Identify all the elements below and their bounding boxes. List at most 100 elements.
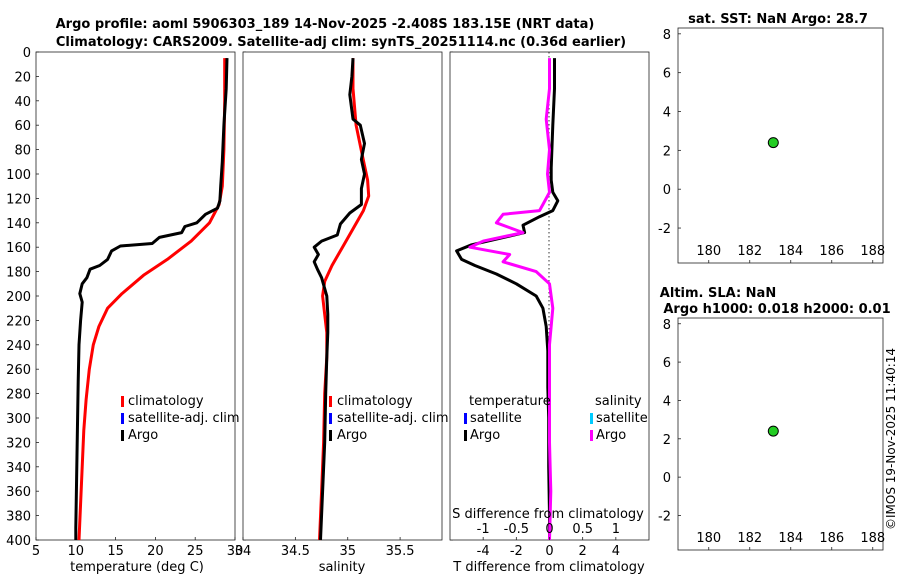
temperature-xlabel: temperature (deg C) [70,560,204,575]
series-line-argo [74,58,229,540]
depth-tick-label: 80 [14,144,31,159]
sst-title: sat. SST: NaN Argo: 28.7 [688,12,868,27]
depth-tick-label: 240 [6,339,31,354]
difference-legend: temperature salinity satellite Argo sate… [464,394,648,443]
temperature-axes-box [35,51,236,541]
sla-title: Altim. SLA: NaN [660,286,776,301]
series-line-s-argo-clim [468,58,555,541]
data-point-marker [767,137,779,149]
sla-panel: Altim. SLA: NaN Argo h1000: 0.018 h2000:… [658,286,891,551]
depth-tick-label: 0 [23,46,31,61]
data-point-marker [767,425,779,437]
x-tick-label: 10 [68,544,85,559]
depth-tick-labels: 0 20 40 60 80 100 120 140 160 180 200 220 240 260 280 3… [6,46,453,549]
depth-tick-label: 260 [6,363,31,378]
x-tick-label: 182 [737,531,762,546]
y-tick-label: 4 [663,106,671,121]
x-tick-label: 35 [339,544,356,559]
salinity-axes-box [242,51,443,541]
s-diff-xlabel: S difference from climatology [452,507,644,522]
y-tick-label: 8 [663,318,671,333]
depth-tick-label: 60 [14,119,31,134]
difference-panel: -4 -2 0 2 4 -1 -0.5 0 0.5 1 S difference from cl… [449,51,650,575]
s-diff-tick-label: -1 [477,522,490,537]
legend-label-climatology: climatology [337,394,413,409]
x-tick-label: 180 [696,244,721,259]
sla-x-tick-labels: 180 182 184 186 188 [696,531,885,550]
y-tick-label: 8 [663,28,671,43]
depth-tick-label: 140 [6,217,31,232]
imos-timestamp-watermark: ©IMOS 19-Nov-2025 11:40:14 [884,348,898,530]
legend-label-argo: Argo [337,428,367,443]
salinity-panel: 34 34.5 35 35.5 salinity climatology satell… [235,51,449,575]
x-tick-label: 186 [819,531,844,546]
x-tick-label: 182 [737,244,762,259]
sla-points [767,425,779,437]
x-tick-label: 186 [819,244,844,259]
y-tick-label: 2 [663,433,671,448]
x-tick-label: 4 [612,544,620,559]
depth-tick-label: 160 [6,241,31,256]
sst-axes-box [677,27,884,264]
depth-tick-label: 100 [6,168,31,183]
legend-label-t-satellite: satellite [470,411,522,426]
sla-subtitle: Argo h1000: 0.018 h2000: 0.01 [663,302,890,317]
legend-label-t-argo: Argo [470,428,500,443]
x-tick-label: 20 [147,544,164,559]
series-line-t-argo-clim [455,58,560,540]
figure-title-line2: Climatology: CARS2009. Satellite-adj cli… [56,35,626,50]
salinity-legend: climatology satellite-adj. clim Argo [329,394,449,443]
difference-series [455,58,560,541]
x-tick-label: 30 [227,544,244,559]
legend-label-climatology: climatology [128,394,204,409]
s-diff-tick-label: -0.5 [504,522,529,537]
temperature-x-tick-labels: 5 10 15 20 25 30 [32,537,243,559]
legend-swatch-t-satellite [464,413,467,424]
series-line-climatology [77,58,227,541]
y-tick-label: 4 [663,394,671,409]
y-tick-label: 2 [663,144,671,159]
depth-tick-label: 220 [6,314,31,329]
series-line-argo [312,58,366,541]
legend-label-s-satellite: satellite [596,411,648,426]
legend-swatch-s-satellite [590,413,593,424]
x-tick-label: 5 [32,544,40,559]
legend-swatch-argo [329,430,332,441]
salinity-x-tick-labels: 34 34.5 35 35.5 [235,537,415,559]
y-tick-label: 0 [663,471,671,486]
sst-x-tick-labels: 180 182 184 186 188 [696,244,885,263]
depth-tick-label: 120 [6,192,31,207]
depth-tick-label: 200 [6,290,31,305]
figure-title-line1: Argo profile: aoml 5906303_189 14-Nov-20… [56,17,595,32]
salinity-series [312,58,371,541]
legend-label-s-argo: Argo [596,428,626,443]
depth-tick-label: 360 [6,485,31,500]
x-tick-label: 184 [778,244,803,259]
legend-label-argo: Argo [128,428,158,443]
depth-tick-label: 180 [6,266,31,281]
depth-tick-label: 280 [6,388,31,403]
sla-axes-box [677,317,884,551]
legend-swatch-s-argo [590,430,593,441]
y-tick-label: -2 [658,222,671,237]
y-tick-label: -2 [658,509,671,524]
s-diff-tick-label: 0 [545,522,553,537]
depth-tick-label: 40 [14,95,31,110]
x-tick-label: 15 [107,544,124,559]
legend-label-satellite-adj: satellite-adj. clim [337,411,449,426]
depth-tick-label: 320 [6,436,31,451]
x-tick-label: 25 [187,544,204,559]
depth-tick-label: 400 [6,534,31,549]
y-tick-label: 6 [663,356,671,371]
t-diff-x-tick-labels: -4 -2 0 2 4 [477,537,620,559]
depth-tick-label: 340 [6,461,31,476]
x-tick-label: 0 [545,544,553,559]
x-tick-label: 34 [235,544,252,559]
sst-y-tick-labels: 8 6 4 2 0 -2 [658,28,681,237]
temperature-series [74,58,229,541]
x-tick-label: 180 [696,531,721,546]
y-tick-label: 0 [663,183,671,198]
temperature-panel: 0 20 40 60 80 100 120 140 160 180 200 220 240 260 280 3… [6,46,453,575]
